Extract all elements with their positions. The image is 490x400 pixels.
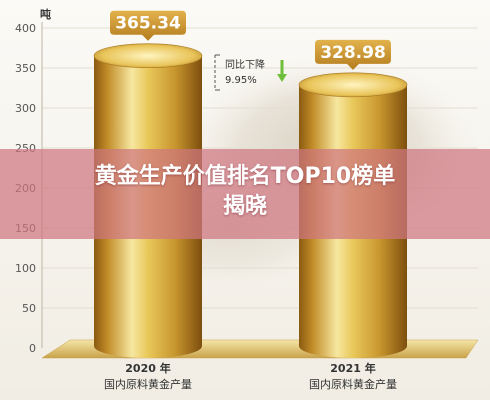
y-tick-label: 100	[15, 262, 36, 275]
x-category-desc: 国内原料黄金产量	[104, 377, 192, 391]
x-category-year: 2021 年	[330, 361, 375, 375]
y-tick-label: 50	[22, 302, 36, 315]
headline: 黄金生产价值排名TOP10榜单 揭晓	[0, 162, 490, 222]
x-category-desc: 国内原料黄金产量	[309, 377, 397, 391]
value-label-tag	[110, 10, 186, 41]
value-label: 328.98	[320, 43, 386, 63]
headline-banner	[0, 149, 490, 239]
y-tick-label: 0	[29, 342, 36, 355]
value-label: 365.34	[115, 14, 181, 34]
value-label-tag	[315, 39, 391, 70]
y-tick-label: 300	[15, 102, 36, 115]
headline-line1: 黄金生产价值排名TOP10榜单	[94, 164, 396, 189]
bar-cylinder-top	[298, 72, 408, 98]
bar-cylinder-top	[93, 43, 203, 69]
headline-line2: 揭晓	[222, 194, 267, 219]
annotation-line2: 9.95%	[225, 75, 257, 86]
y-tick-label: 350	[15, 62, 36, 75]
annotation-line1: 同比下降	[225, 58, 265, 71]
y-tick-label: 400	[15, 22, 36, 35]
y-unit-label: 吨	[40, 7, 51, 21]
x-category-year: 2020 年	[125, 361, 170, 375]
